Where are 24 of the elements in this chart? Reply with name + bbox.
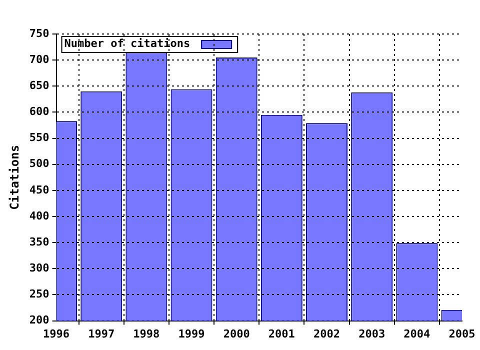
y-tick-label: 300 bbox=[29, 262, 50, 275]
y-tick-label: 650 bbox=[29, 79, 50, 92]
x-tick-label: 2005 bbox=[448, 327, 476, 340]
y-tick-label: 600 bbox=[29, 105, 50, 118]
x-tick-label: 1997 bbox=[88, 327, 115, 340]
x-tick-label: 1996 bbox=[43, 327, 70, 340]
x-tick-label: 2004 bbox=[404, 327, 431, 340]
y-tick-label: 400 bbox=[29, 209, 50, 222]
y-tick-label: 750 bbox=[29, 26, 50, 40]
x-tick-label: 2000 bbox=[223, 327, 250, 340]
y-tick-label: 500 bbox=[29, 157, 50, 170]
y-axis-title: Citations bbox=[7, 144, 22, 210]
x-tick-label: 1999 bbox=[178, 327, 205, 340]
y-tick-label: 550 bbox=[29, 131, 50, 144]
y-tick-label: 450 bbox=[29, 183, 50, 196]
x-tick-label: 2002 bbox=[314, 327, 340, 340]
y-tick-label: 250 bbox=[29, 288, 50, 301]
y-tick-label: 350 bbox=[29, 235, 50, 248]
x-tick-label: 2003 bbox=[358, 327, 386, 340]
legend-label: Number of citations bbox=[64, 36, 190, 50]
y-tick-label: 700 bbox=[29, 52, 50, 66]
x-tick-label: 1998 bbox=[133, 327, 160, 340]
x-tick-label: 2001 bbox=[268, 327, 296, 340]
y-tick-label: 200 bbox=[29, 314, 50, 327]
